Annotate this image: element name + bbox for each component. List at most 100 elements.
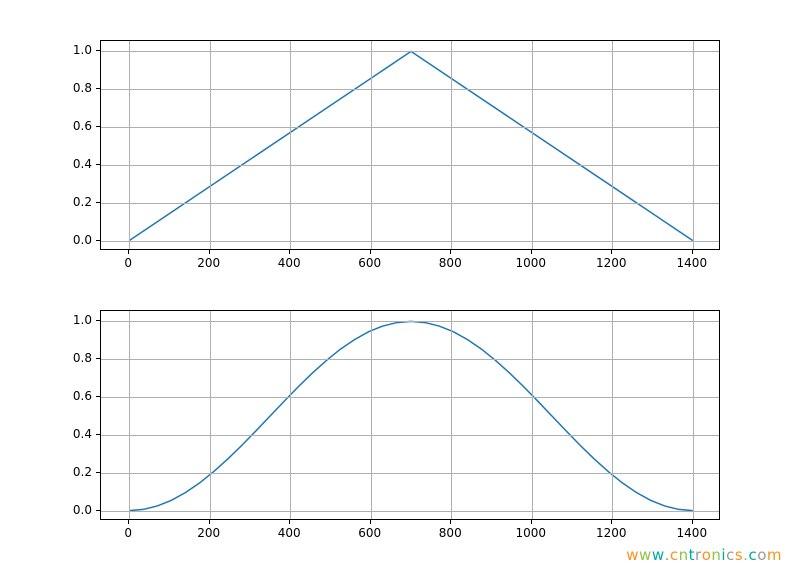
x-tick [370,520,371,524]
y-tick [96,88,100,89]
gridline-vertical [693,41,694,249]
figure: www.cntronics.com 0 200 400 600 800 1000 1200 1… [0,0,800,570]
x-tick [209,520,210,524]
x-tick [611,520,612,524]
x-tick [450,250,451,254]
gridline-vertical [451,311,452,519]
gridline-vertical [371,311,372,519]
x-tick-label: 200 [197,526,220,540]
y-tick-label: 0.2 [52,195,92,209]
watermark-char: w [639,546,652,564]
watermark-char: c [670,546,679,564]
y-tick [96,126,100,127]
gridline-horizontal [101,241,719,242]
top-chart-line [101,41,721,251]
y-tick-label: 0.6 [52,389,92,403]
top-chart-panel [100,40,720,250]
x-tick-label: 1000 [515,526,546,540]
x-tick-label: 1200 [596,256,627,270]
watermark-char: o [702,546,712,564]
x-tick-label: 1000 [515,256,546,270]
gridline-vertical [290,41,291,249]
gridline-horizontal [101,321,719,322]
x-tick-label: 1200 [596,526,627,540]
gridline-vertical [451,41,452,249]
y-tick-label: 0.8 [52,351,92,365]
y-tick-label: 0.0 [52,233,92,247]
bottom-chart-panel [100,310,720,520]
watermark-text: www.cntronics.com [626,546,782,564]
gridline-vertical [693,311,694,519]
gridline-horizontal [101,359,719,360]
y-tick [96,240,100,241]
gridline-horizontal [101,435,719,436]
gridline-vertical [371,41,372,249]
x-tick [209,250,210,254]
x-tick-label: 800 [439,526,462,540]
y-tick-label: 0.2 [52,465,92,479]
y-tick-label: 1.0 [52,313,92,327]
watermark-char: w [652,546,665,564]
x-tick-label: 400 [278,526,301,540]
watermark-char: o [757,546,767,564]
x-tick [289,520,290,524]
gridline-horizontal [101,203,719,204]
x-tick [289,250,290,254]
x-tick [531,520,532,524]
y-tick-label: 1.0 [52,43,92,57]
x-tick-label: 400 [278,256,301,270]
gridline-vertical [210,41,211,249]
y-tick [96,396,100,397]
gridline-vertical [612,311,613,519]
y-tick-label: 0.4 [52,427,92,441]
x-tick-label: 0 [124,526,132,540]
y-tick-label: 0.0 [52,503,92,517]
gridline-vertical [210,311,211,519]
x-tick [128,520,129,524]
series-line [129,51,693,240]
gridline-horizontal [101,165,719,166]
y-tick [96,164,100,165]
y-tick-label: 0.4 [52,157,92,171]
gridline-horizontal [101,397,719,398]
y-tick [96,50,100,51]
y-tick [96,434,100,435]
x-tick [692,520,693,524]
x-tick-label: 1400 [677,256,708,270]
x-tick [611,250,612,254]
watermark-char: c [748,546,757,564]
x-tick-label: 800 [439,256,462,270]
y-tick [96,510,100,511]
watermark-char: n [711,546,721,564]
gridline-horizontal [101,51,719,52]
x-tick [531,250,532,254]
gridline-vertical [129,311,130,519]
x-tick-label: 200 [197,256,220,270]
bottom-chart-line [101,311,721,521]
y-tick [96,202,100,203]
x-tick [450,520,451,524]
watermark-char: w [626,546,639,564]
x-tick-label: 600 [358,256,381,270]
x-tick [370,250,371,254]
y-tick-label: 0.6 [52,119,92,133]
gridline-horizontal [101,473,719,474]
gridline-horizontal [101,89,719,90]
x-tick-label: 1400 [677,526,708,540]
watermark-char: m [767,546,782,564]
gridline-vertical [290,311,291,519]
y-tick [96,358,100,359]
y-tick [96,472,100,473]
watermark-char: c [726,546,735,564]
y-tick [96,320,100,321]
y-tick-label: 0.8 [52,81,92,95]
x-tick [692,250,693,254]
gridline-horizontal [101,511,719,512]
watermark-char: r [695,546,702,564]
watermark-char: s [735,546,743,564]
gridline-vertical [532,41,533,249]
x-tick [128,250,129,254]
x-tick-label: 0 [124,256,132,270]
gridline-vertical [612,41,613,249]
series-line [129,321,693,510]
